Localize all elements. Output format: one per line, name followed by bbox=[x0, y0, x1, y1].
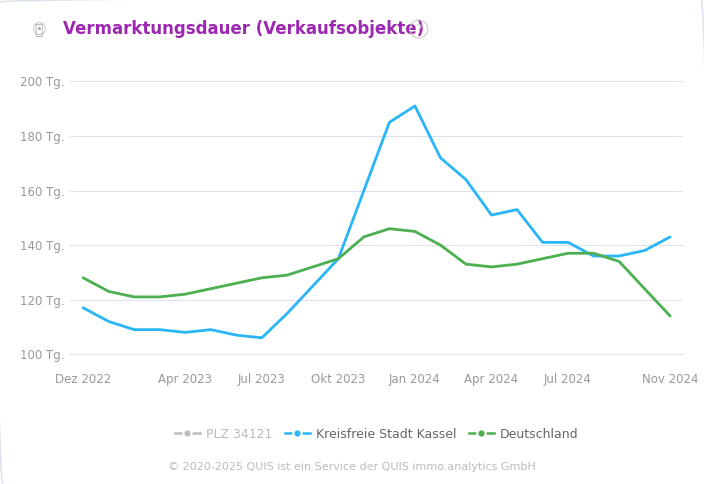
Legend: PLZ 34121, Kreisfreie Stadt Kassel, Deutschland: PLZ 34121, Kreisfreie Stadt Kassel, Deut… bbox=[170, 423, 584, 446]
Text: ?: ? bbox=[415, 23, 422, 35]
Text: © 2020-2025 QUIS ist ein Service der QUIS immo.analytics GmbH: © 2020-2025 QUIS ist ein Service der QUI… bbox=[168, 462, 536, 472]
Text: Vermarktungsdauer (Verkaufsobjekte): Vermarktungsdauer (Verkaufsobjekte) bbox=[63, 20, 425, 38]
Text: 🔔: 🔔 bbox=[34, 23, 43, 37]
Text: ☉: ☉ bbox=[31, 21, 46, 39]
